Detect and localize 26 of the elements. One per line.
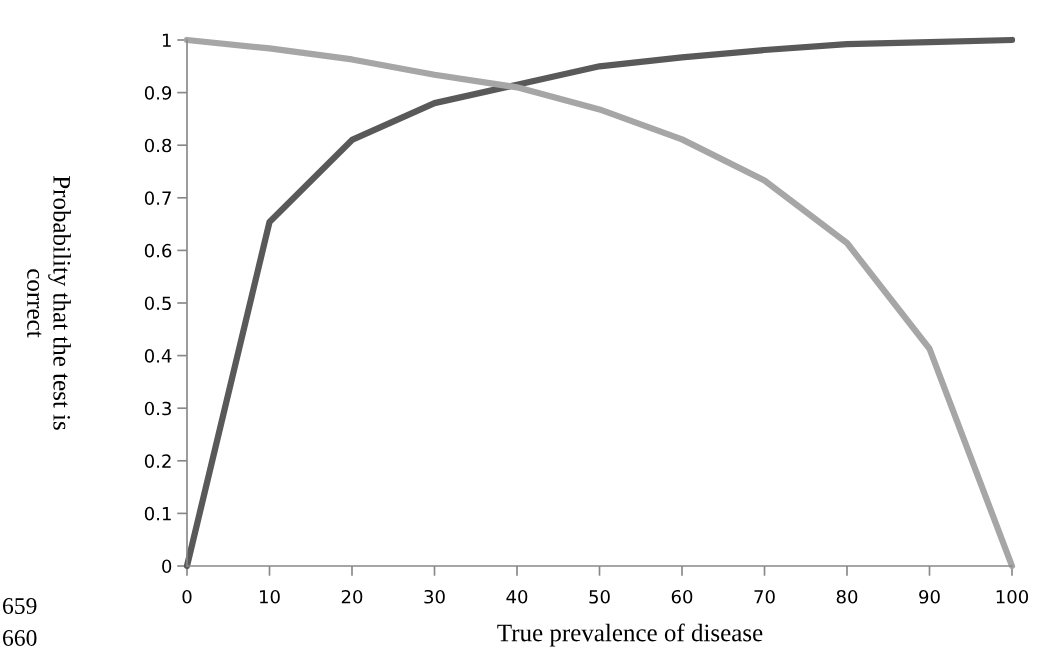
y-tick-label: 1 bbox=[162, 33, 171, 47]
x-tick-label: 100 bbox=[996, 589, 1029, 604]
x-tick-label: 80 bbox=[836, 589, 858, 604]
x-tick-label: 70 bbox=[754, 589, 775, 604]
x-tick-label: 20 bbox=[341, 589, 363, 604]
x-tick-label: 50 bbox=[589, 589, 610, 604]
x-axis-title: True prevalence of disease bbox=[497, 623, 763, 647]
y-tick-label: 0.5 bbox=[144, 296, 171, 311]
y-tick-label: 0.9 bbox=[144, 86, 172, 100]
x-tick-label: 10 bbox=[260, 589, 280, 604]
y-tick-label: 0.7 bbox=[144, 191, 171, 205]
y-tick-label: 0.1 bbox=[144, 506, 171, 521]
x-tick-label: 0 bbox=[182, 589, 192, 604]
text: 660 bbox=[3, 629, 37, 646]
y-tick-label: 0 bbox=[162, 559, 172, 574]
y-tick-label: 0.4 bbox=[144, 349, 172, 363]
y-tick-label: 0.8 bbox=[144, 138, 172, 153]
x-tick-label: 90 bbox=[919, 589, 940, 604]
x-tick-label: 30 bbox=[424, 589, 445, 604]
y-tick-label: 0.3 bbox=[144, 401, 171, 416]
y-tick-label: 0.6 bbox=[144, 243, 172, 258]
text: 659 bbox=[3, 598, 37, 614]
y-axis-title: Probability that the test is correct bbox=[27, 175, 71, 430]
y-tick-label: 0.2 bbox=[144, 454, 171, 468]
x-tick-label: 60 bbox=[671, 589, 693, 604]
x-tick-label: 40 bbox=[506, 589, 528, 604]
